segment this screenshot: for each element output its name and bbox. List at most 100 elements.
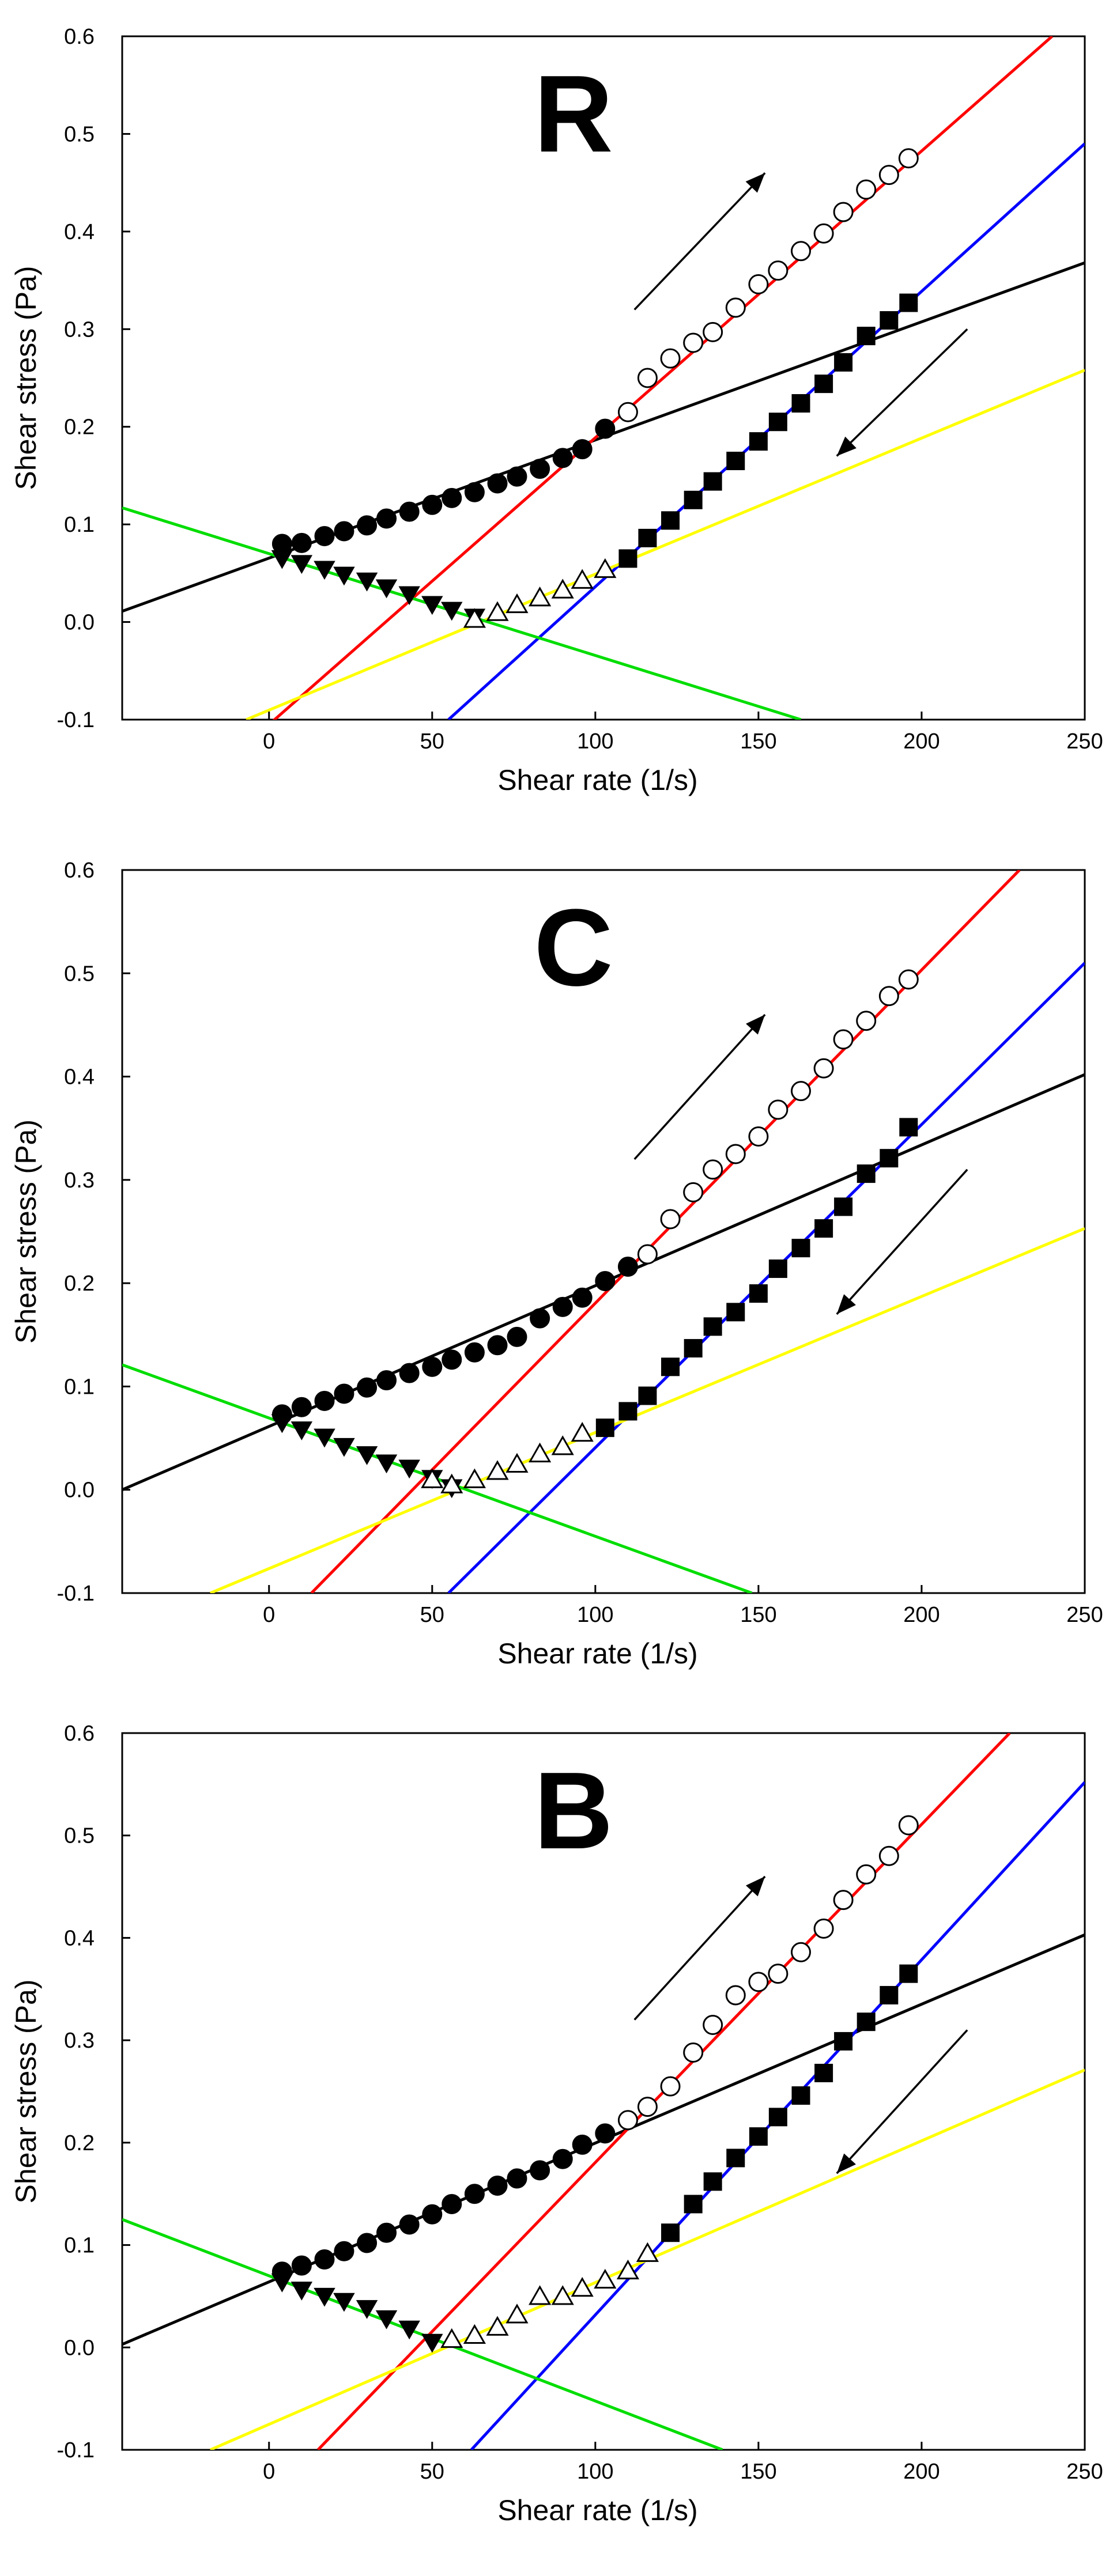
- data-point-filled-square: [880, 311, 899, 330]
- data-point-filled-circle: [507, 466, 527, 487]
- data-point-filled-triangle-down: [421, 596, 443, 615]
- arrow-down-shaft: [836, 328, 968, 457]
- chart-panel-b: 0 50 100 150 200 250 -0.1 0.0 0.1 0.2 0.3 0.4 0.5 0.6…: [10, 1722, 1103, 2526]
- series-open-circle: [637, 969, 919, 1265]
- data-point-filled-circle: [357, 2233, 378, 2253]
- fit-line-4: [122, 506, 802, 720]
- data-point-open-circle: [660, 2076, 681, 2097]
- data-point-filled-circle: [595, 2123, 616, 2144]
- x-tick-label: 0: [263, 729, 275, 754]
- data-point-filled-square: [703, 2172, 722, 2191]
- data-point-filled-triangle-down: [356, 572, 378, 592]
- data-point-filled-square: [749, 1284, 768, 1303]
- data-point-open-circle: [856, 1011, 877, 1031]
- data-point-filled-triangle-down: [375, 1454, 398, 1474]
- x-tick-label: 150: [740, 729, 776, 754]
- panel-label: B: [534, 1750, 613, 1872]
- panel-label: C: [534, 887, 613, 1009]
- data-point-filled-circle: [552, 448, 573, 468]
- y-tick-label: 0.5: [64, 962, 95, 986]
- data-point-filled-triangle-down: [333, 2293, 355, 2312]
- data-point-filled-circle: [487, 473, 508, 494]
- data-point-open-triangle-up: [551, 578, 574, 599]
- data-point-filled-square: [791, 1239, 810, 1258]
- data-point-filled-square: [834, 1197, 853, 1216]
- data-point-open-circle: [790, 1081, 811, 1102]
- y-tick-label: 0.0: [64, 611, 95, 635]
- data-point-open-circle: [748, 1126, 769, 1147]
- data-point-open-circle: [768, 1964, 788, 1984]
- data-point-filled-square: [834, 2032, 853, 2051]
- arrow-down-shaft: [836, 1168, 968, 1315]
- data-point-filled-square: [814, 2064, 833, 2083]
- data-point-filled-triangle-down: [333, 566, 355, 586]
- arrow-up-head: [746, 1015, 765, 1035]
- data-point-filled-square: [661, 1357, 680, 1376]
- data-point-open-triangle-up: [486, 2316, 509, 2336]
- series-filled-square: [618, 293, 918, 568]
- data-point-filled-circle: [399, 1363, 420, 1383]
- data-point-filled-triangle-down: [314, 561, 335, 580]
- data-point-filled-circle: [487, 2175, 508, 2196]
- fit-line-2: [447, 962, 1085, 1593]
- data-point-open-circle: [878, 986, 899, 1007]
- data-point-filled-square: [661, 511, 680, 530]
- arrow-up-shaft: [633, 1875, 766, 2021]
- data-point-open-circle: [703, 1159, 723, 1180]
- data-point-filled-circle: [357, 515, 378, 536]
- data-point-open-circle: [748, 1972, 769, 1992]
- data-point-filled-circle: [357, 1377, 378, 1398]
- data-point-filled-square: [726, 1303, 745, 1322]
- series-open-triangle-up: [440, 2242, 659, 2348]
- series-filled-triangle-down: [271, 1414, 463, 1499]
- data-point-filled-circle: [487, 1335, 508, 1356]
- data-point-filled-triangle-down: [375, 579, 398, 599]
- y-tick-label: 0.6: [64, 1722, 95, 1746]
- plot-frame: [121, 35, 1086, 721]
- data-point-open-circle: [768, 260, 788, 281]
- data-point-filled-square: [684, 490, 703, 509]
- chart-panel-r: 0 50 100 150 200 250 -0.1 0.0 0.1 0.2 0.3 0.4 0.5 0.6…: [10, 25, 1103, 796]
- x-tick-label: 250: [1066, 1603, 1103, 1627]
- x-tick-label: 200: [903, 729, 940, 754]
- data-point-open-triangle-up: [463, 1468, 486, 1488]
- data-point-filled-circle: [422, 1356, 443, 1377]
- arrow-up-shaft: [633, 172, 766, 311]
- series-filled-circle: [271, 1256, 638, 1425]
- data-point-filled-triangle-down: [290, 2282, 313, 2301]
- data-point-open-triangle-up: [463, 2324, 486, 2344]
- arrow-down-head: [836, 436, 857, 456]
- x-tick-label: 100: [577, 1603, 613, 1627]
- data-point-filled-circle: [442, 2193, 462, 2214]
- panel-label: R: [534, 53, 613, 175]
- data-point-filled-square: [684, 2195, 703, 2214]
- data-point-filled-square: [791, 394, 810, 413]
- data-point-filled-circle: [530, 1308, 550, 1329]
- data-point-filled-circle: [442, 1349, 462, 1370]
- fit-line-2: [447, 142, 1085, 720]
- x-tick-label: 150: [740, 1603, 776, 1627]
- data-point-filled-circle: [422, 2204, 443, 2225]
- data-point-filled-square: [661, 2223, 680, 2242]
- data-point-filled-circle: [552, 1296, 573, 1317]
- x-axis-label: Shear rate (1/s): [497, 764, 697, 796]
- data-point-filled-square: [768, 1259, 787, 1278]
- data-point-open-triangle-up: [594, 558, 617, 578]
- data-point-open-circle: [725, 297, 746, 318]
- data-point-filled-circle: [376, 508, 397, 529]
- data-point-open-circle: [856, 1864, 877, 1885]
- data-point-open-triangle-up: [529, 2285, 552, 2305]
- fit-line-3: [246, 369, 1085, 720]
- data-point-filled-square: [857, 1164, 876, 1183]
- data-point-open-circle: [813, 223, 834, 244]
- arrow-down-shaft: [836, 2029, 968, 2174]
- data-point-filled-square: [684, 1339, 703, 1358]
- data-point-filled-circle: [334, 1383, 354, 1404]
- x-tick-label: 200: [903, 1603, 940, 1627]
- data-point-filled-circle: [334, 521, 354, 542]
- y-tick-label: 0.1: [64, 2234, 95, 2258]
- series-open-triangle-up: [463, 558, 617, 628]
- y-tick-label: -0.1: [57, 2438, 95, 2462]
- series-filled-triangle-down: [271, 550, 486, 628]
